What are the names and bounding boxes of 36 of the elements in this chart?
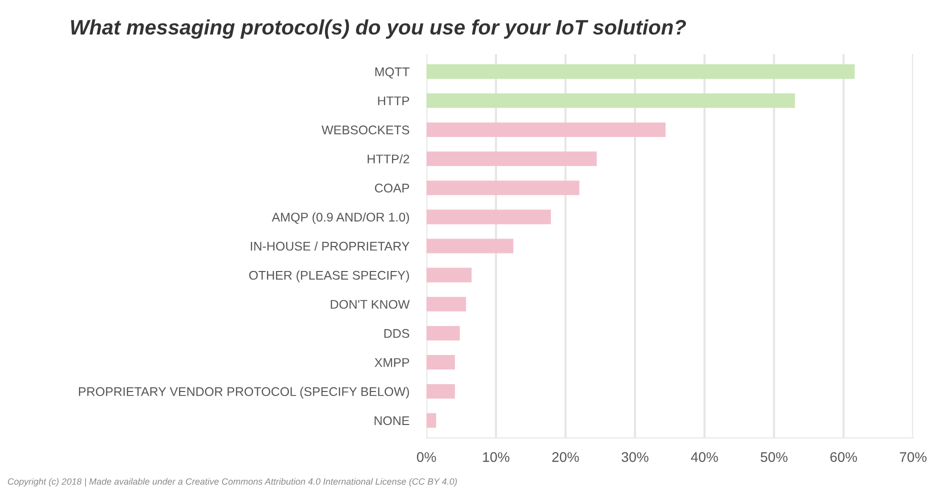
bar — [426, 152, 597, 166]
x-tick-label: 70% — [900, 452, 926, 462]
text: Copyright (c) 2018 | Made available under a Creative Commons Attribution 4.0 International License (CC BY 4.0) — [8, 478, 457, 487]
x-tick-label: 20% — [552, 452, 579, 462]
bar — [426, 384, 455, 399]
chart-title: What messaging protocol(s) do you use for your IoT solution? — [71, 19, 686, 39]
y-tick-label: OTHER (PLEASE SPECIFY) — [249, 270, 409, 282]
bar — [426, 355, 455, 370]
y-tick-label: DON'T KNOW — [330, 300, 410, 309]
y-tick-label: AMQP (0.9 AND/OR 1.0) — [272, 212, 409, 224]
bar — [426, 296, 466, 312]
bar — [426, 93, 795, 108]
x-tick-label: 40% — [690, 452, 718, 462]
y-tick-label: NONE — [374, 416, 410, 426]
x-tick-label: 0% — [416, 452, 436, 462]
bar — [426, 238, 514, 254]
y-tick-label: PROPRIETARY VENDOR PROTOCOL (SPECIFY BELOW) — [78, 386, 409, 398]
x-tick-label: 60% — [830, 452, 857, 462]
y-tick-label: XMPP — [374, 358, 410, 367]
bar — [426, 180, 580, 196]
x-tick-label: 30% — [622, 452, 648, 462]
x-tick-label: 50% — [760, 452, 788, 462]
bar — [426, 210, 551, 224]
bar — [426, 326, 460, 340]
y-tick-label: IN-HOUSE / PROPRIETARY — [250, 241, 410, 251]
y-tick-label: MQTT — [375, 67, 410, 78]
bar — [426, 122, 666, 137]
y-tick-label: COAP — [374, 184, 410, 193]
bar — [426, 268, 472, 282]
y-tick-label: DDS — [384, 329, 410, 338]
bar — [426, 64, 855, 79]
x-tick-label: 10% — [483, 452, 510, 462]
y-tick-label: HTTP — [378, 96, 410, 106]
y-tick-label: HTTP/2 — [368, 154, 410, 164]
bar — [426, 413, 436, 428]
y-tick-label: WEBSOCKETS — [322, 126, 410, 134]
